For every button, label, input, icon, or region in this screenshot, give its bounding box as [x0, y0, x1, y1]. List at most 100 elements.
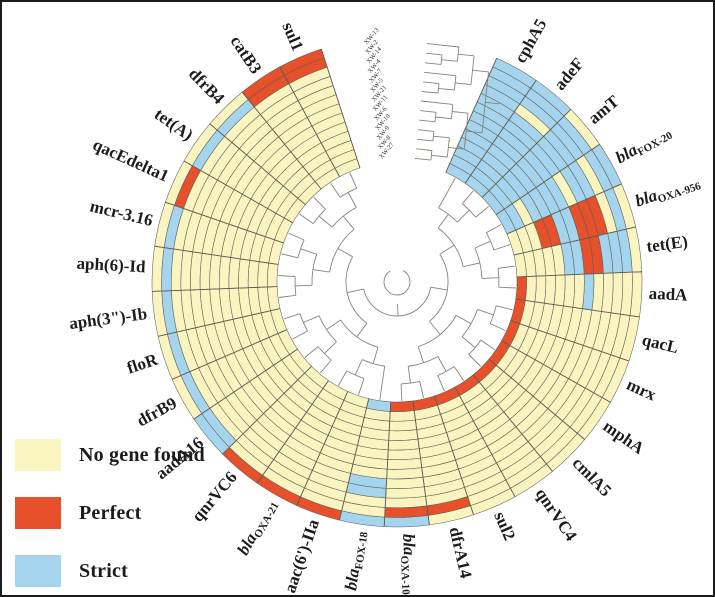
gene-dendrogram-branch [300, 248, 317, 255]
gene-dendrogram-arc [297, 239, 305, 258]
gene-label: cmlA5 [569, 453, 616, 500]
sample-dendrogram-branch [432, 131, 435, 141]
sector-divider [320, 48, 361, 169]
sample-dendrogram-branch [456, 46, 460, 62]
gene-dendrogram-branch [438, 177, 456, 209]
gene-dendrogram-branch [379, 366, 386, 400]
sample-dendrogram-branch [423, 81, 440, 85]
gene-dendrogram-branch [292, 330, 308, 340]
gene-dendrogram-branch [493, 244, 511, 251]
heatmap-cell [388, 429, 419, 441]
gene-label: mphA [600, 416, 649, 458]
sector-divider [241, 91, 322, 190]
gene-dendrogram-branch [338, 370, 348, 386]
gene-label: blaOXA-956 [633, 171, 703, 212]
sector-divider [510, 320, 630, 362]
sample-dendrogram-branch [440, 54, 443, 65]
sample-dendrogram-branch [422, 91, 439, 94]
sample-dendrogram-branch [425, 62, 442, 65]
gene-dendrogram-arc [299, 313, 308, 332]
heatmap-cell [387, 438, 420, 451]
gene-dendrogram-branch [456, 209, 470, 223]
gene-label: cphA5 [511, 16, 551, 66]
gene-dendrogram-branch [498, 286, 516, 289]
gene-dendrogram-branch [461, 336, 476, 348]
heatmap-cell [524, 275, 537, 303]
gene-label: blaOXA-21 [233, 496, 281, 559]
gene-dendrogram-branch [278, 275, 296, 277]
sample-dendrogram-branch [455, 82, 472, 85]
sector-divider [193, 348, 298, 420]
gene-label: mcr-3.16 [88, 196, 155, 230]
sector-divider [222, 365, 312, 455]
gene-dendrogram-branch [372, 347, 379, 364]
gene-dendrogram-branch [498, 265, 515, 269]
gene-dendrogram-arc [346, 370, 365, 379]
sample-dendrogram-branch [470, 55, 475, 85]
gene-dendrogram-root-arc [383, 270, 411, 296]
gene-dendrogram-branch [417, 346, 424, 363]
gene-dendrogram-branch [407, 366, 411, 384]
heatmap-cell [515, 276, 527, 301]
sector-divider [516, 271, 642, 278]
sector-divider [488, 358, 585, 440]
gene-dendrogram-arc [408, 356, 439, 367]
gene-dendrogram-branch [349, 172, 358, 189]
gene-dendrogram-branch [330, 182, 341, 198]
gene-dendrogram-branch [356, 322, 368, 338]
gene-dendrogram-branch [324, 341, 337, 354]
gene-dendrogram-branch [283, 313, 301, 320]
gene-dendrogram-arc [312, 208, 326, 224]
heatmap-cell [389, 400, 415, 412]
sample-dendrogram-branch [446, 137, 450, 158]
sample-dendrogram-branch [424, 71, 456, 77]
gene-label: amT [584, 91, 623, 128]
sample-dendrogram-branch [415, 148, 432, 151]
legend: No gene found Perfect Strict [15, 439, 205, 587]
gene-dendrogram-branch [312, 269, 330, 273]
gene-dendrogram-branch [468, 354, 482, 367]
gene-dendrogram-arc [329, 228, 355, 273]
gene-label: aph(6)-Id [76, 254, 146, 277]
gene-dendrogram-branch [400, 383, 403, 401]
gene-dendrogram-branch [326, 319, 341, 330]
gene-dendrogram-branch [475, 205, 490, 218]
legend-label-strict: Strict [79, 559, 128, 582]
gene-label: tet(E) [645, 232, 689, 256]
gene-dendrogram-branch [281, 253, 299, 259]
sector-divider [472, 374, 553, 472]
sample-dendrogram-branch [414, 157, 431, 161]
gene-dendrogram-branch [288, 232, 305, 241]
gene-dendrogram-branch [463, 262, 480, 268]
sample-dendrogram-branch [418, 119, 436, 123]
gene-dendrogram-arc [418, 315, 457, 348]
sample-dendrogram-branch [435, 116, 452, 120]
gene-label: dfrB4 [185, 64, 229, 108]
sample-dendrogram-branch [420, 100, 453, 105]
sector-divider [279, 66, 340, 177]
gene-dendrogram-branch [437, 375, 445, 392]
gene-dendrogram-branch [496, 305, 513, 311]
gene-dendrogram-branch [354, 359, 363, 376]
heatmap-cell [267, 262, 279, 288]
gene-dendrogram-branch [480, 339, 496, 351]
legend-label-no-gene-found: No gene found [79, 443, 205, 466]
sector-divider [209, 123, 306, 205]
gene-dendrogram-branch [429, 321, 441, 335]
sector-divider [506, 183, 622, 235]
gene-dendrogram-branch [489, 323, 506, 332]
gene-label: blaFOX-18 [341, 529, 370, 591]
gene-dendrogram-arc [468, 339, 482, 355]
gene-dendrogram-branch [319, 359, 332, 374]
sector-divider [481, 109, 572, 198]
sector-divider [454, 386, 516, 497]
gene-dendrogram-branch [347, 192, 357, 208]
sample-dendrogram-branch [485, 101, 500, 105]
sector-divider [464, 80, 537, 184]
sample-dendrogram-branch [458, 53, 475, 57]
gene-label: tet(A) [151, 104, 197, 144]
gene-dendrogram-branch [419, 381, 425, 399]
gene-dendrogram-branch [455, 315, 472, 325]
sample-dendrogram-branch [426, 52, 443, 56]
